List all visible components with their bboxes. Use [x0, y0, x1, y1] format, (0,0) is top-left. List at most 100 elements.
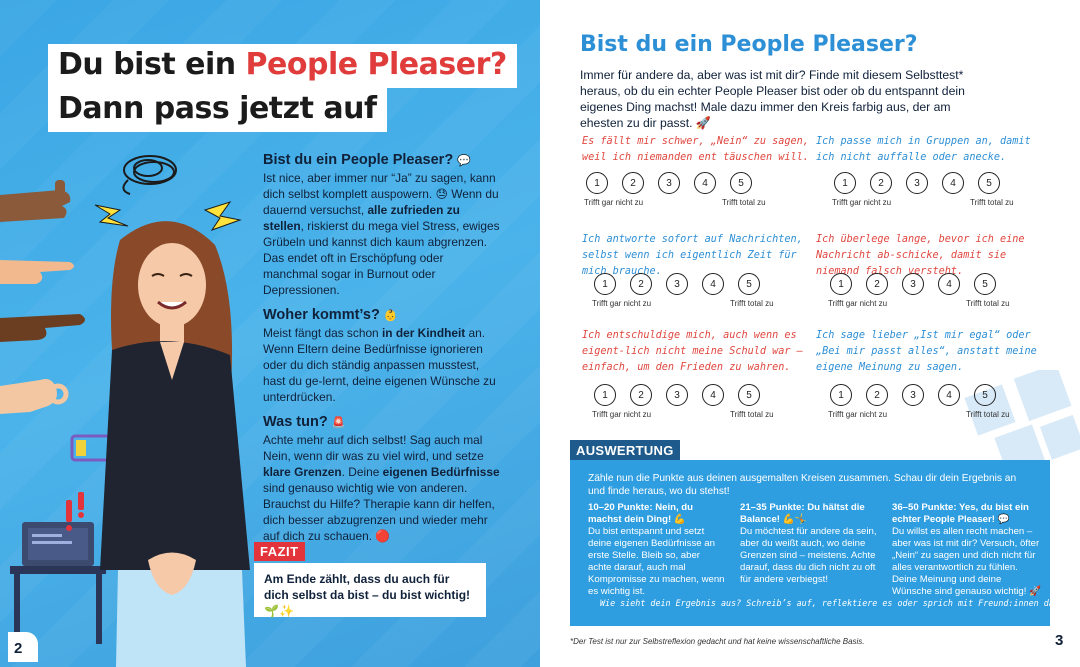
- woman-illustration: [0, 155, 250, 667]
- result-text: Du willst es allen recht machen – aber w…: [892, 526, 1041, 597]
- scale-circle-1[interactable]: 1: [594, 273, 616, 295]
- exclamation-icon: [66, 492, 84, 531]
- result-10-20: 10–20 Punkte: Nein, du machst dein Ding!…: [588, 502, 726, 598]
- result-36-50: 36–50 Punkte: Yes, du bist ein echter Pe…: [892, 502, 1042, 598]
- scale-circle-3[interactable]: 3: [902, 384, 924, 406]
- title-line-2: Dann pass jetzt auf: [48, 88, 387, 132]
- section-text: Ist nice, aber immer nur “Ja” zu sagen, …: [263, 171, 500, 297]
- auswertung-footer: Wie sieht dein Ergebnis aus? Schreib’s a…: [600, 598, 1080, 608]
- right-page: Bist du ein People Pleaser? Immer für an…: [540, 0, 1080, 667]
- title-highlight: People Pleaser?: [245, 47, 508, 82]
- scale-low-label: Trifft gar nicht zu: [584, 198, 644, 207]
- auswertung-label: AUSWERTUNG: [570, 440, 680, 461]
- section-was-tun: Was tun? 🚨 Achte mehr auf dich selbst! S…: [263, 414, 501, 544]
- result-heading: 10–20 Punkte: Nein, du machst dein Ding!…: [588, 502, 694, 525]
- result-21-35: 21–35 Punkte: Du hältst die Balance! 💪🤸 …: [740, 502, 878, 586]
- title-line-1: Du bist ein People Pleaser?: [48, 44, 517, 88]
- question-1: Es fällt mir schwer, „Nein“ zu sagen, we…: [582, 136, 809, 163]
- scale-high-label: Trifft total zu: [722, 198, 766, 207]
- section-text: Achte mehr auf dich selbst! Sag auch mal…: [263, 433, 500, 543]
- scale-circle-4[interactable]: 4: [702, 273, 724, 295]
- pointing-hand-icon-1: [0, 260, 74, 284]
- scale-circle-3[interactable]: 3: [658, 172, 680, 194]
- face: [138, 243, 206, 327]
- scale-circle-1[interactable]: 1: [830, 273, 852, 295]
- scale-circle-5[interactable]: 5: [974, 384, 996, 406]
- title-prefix: Du bist ein: [58, 47, 246, 82]
- scale-circle-2[interactable]: 2: [870, 172, 892, 194]
- scale-circle-5[interactable]: 5: [974, 273, 996, 295]
- scale-circle-3[interactable]: 3: [906, 172, 928, 194]
- section-heading: Was tun? 🚨: [263, 414, 346, 430]
- laptop-icon: [10, 522, 106, 644]
- section-woher: Woher kommt’s? 👶 Meist fängt das schon i…: [263, 307, 501, 405]
- scale-high-label: Trifft total zu: [730, 410, 774, 419]
- scale-circle-1[interactable]: 1: [834, 172, 856, 194]
- scale-circle-5[interactable]: 5: [738, 273, 760, 295]
- scale-circle-4[interactable]: 4: [942, 172, 964, 194]
- scale-circle-2[interactable]: 2: [630, 384, 652, 406]
- pointing-hand-icon-2: [0, 314, 85, 342]
- scale-circle-2[interactable]: 2: [866, 384, 888, 406]
- quiz-intro: Immer für andere da, aber was ist mit di…: [580, 68, 965, 130]
- scale-low-label: Trifft gar nicht zu: [592, 410, 652, 419]
- auswertung-box: Zähle nun die Punkte aus deinen ausgemal…: [570, 460, 1080, 626]
- thumbs-up-hand-icon: [0, 180, 71, 222]
- section-people-pleaser: Bist du ein People Pleaser? 💬 Ist nice, …: [263, 152, 501, 298]
- scale-4: 1 2 3 4 5 Trifft gar nicht zu Trifft tota…: [828, 273, 1010, 313]
- section-text: Meist fängt das schon in der Kindheit an…: [263, 326, 496, 404]
- pants: [116, 570, 246, 667]
- stress-scribble-icon: [122, 155, 177, 195]
- question-4: Ich überlege lange, bevor ich eine Nachr…: [816, 234, 1025, 277]
- fazit-text: Am Ende zählt, dass du auch für dich sel…: [254, 563, 486, 618]
- scale-circle-1[interactable]: 1: [586, 172, 608, 194]
- scale-circle-5[interactable]: 5: [978, 172, 1000, 194]
- scale-circle-5[interactable]: 5: [738, 384, 760, 406]
- siren-icon: 🚨: [331, 417, 346, 429]
- scale-circle-4[interactable]: 4: [938, 273, 960, 295]
- scale-circle-3[interactable]: 3: [666, 273, 688, 295]
- scale-low-label: Trifft gar nicht zu: [828, 410, 888, 419]
- shirt: [100, 341, 250, 570]
- scale-circle-2[interactable]: 2: [630, 273, 652, 295]
- hands-clasped: [148, 552, 196, 595]
- section-heading: Woher kommt’s? 👶: [263, 307, 398, 323]
- auswertung-intro: Zähle nun die Punkte aus deinen ausgemal…: [588, 473, 1017, 497]
- page-number-right: 3: [1055, 632, 1064, 649]
- scale-circle-4[interactable]: 4: [694, 172, 716, 194]
- scale-circle-1[interactable]: 1: [594, 384, 616, 406]
- result-text: Du möchtest für andere da sein, aber du …: [740, 526, 877, 585]
- question-3: Ich antworte sofort auf Nachrichten, sel…: [582, 234, 803, 277]
- scale-circle-4[interactable]: 4: [702, 384, 724, 406]
- footnote: *Der Test ist nur zur Selbstreflexion ge…: [570, 637, 865, 646]
- scale-3: 1 2 3 4 5 Trifft gar nicht zu Trifft tota…: [592, 273, 774, 313]
- scale-circle-3[interactable]: 3: [666, 384, 688, 406]
- scale-circle-5[interactable]: 5: [730, 172, 752, 194]
- scale-circle-3[interactable]: 3: [902, 273, 924, 295]
- scale-high-label: Trifft total zu: [970, 198, 1014, 207]
- result-text: Du bist entspannt und setzt deine eigene…: [588, 526, 725, 597]
- lightning-icon-2: [203, 201, 242, 231]
- left-page: Du bist ein People Pleaser? Dann pass je…: [0, 0, 540, 667]
- scale-circle-2[interactable]: 2: [622, 172, 644, 194]
- question-6: Ich sage lieber „Ist mir egal“ oder „Bei…: [816, 330, 1037, 373]
- baby-icon: 👶: [383, 310, 398, 322]
- scale-high-label: Trifft total zu: [966, 299, 1010, 308]
- scale-circle-4[interactable]: 4: [938, 384, 960, 406]
- ok-hand-icon: [0, 379, 69, 414]
- scale-circle-1[interactable]: 1: [830, 384, 852, 406]
- decorative-squares: [964, 370, 1080, 476]
- scale-circle-2[interactable]: 2: [866, 273, 888, 295]
- left-text-column: Bist du ein People Pleaser? 💬 Ist nice, …: [263, 152, 501, 553]
- scale-low-label: Trifft gar nicht zu: [832, 198, 892, 207]
- speech-bubble-icon: 💬: [457, 155, 471, 167]
- scale-2: 1 2 3 4 5 Trifft gar nicht zu Trifft tota…: [832, 172, 1014, 212]
- scale-1: 1 2 3 4 5 Trifft gar nicht zu Trifft tota…: [584, 172, 766, 212]
- question-5: Ich entschuldige mich, auch wenn es eige…: [582, 330, 803, 373]
- scale-low-label: Trifft gar nicht zu: [592, 299, 652, 308]
- result-heading: 21–35 Punkte: Du hältst die Balance! 💪🤸: [740, 502, 865, 525]
- result-heading: 36–50 Punkte: Yes, du bist ein echter Pe…: [892, 502, 1029, 525]
- scale-high-label: Trifft total zu: [730, 299, 774, 308]
- scale-6: 1 2 3 4 5 Trifft gar nicht zu Trifft tota…: [828, 384, 1010, 424]
- scale-5: 1 2 3 4 5 Trifft gar nicht zu Trifft tota…: [592, 384, 774, 424]
